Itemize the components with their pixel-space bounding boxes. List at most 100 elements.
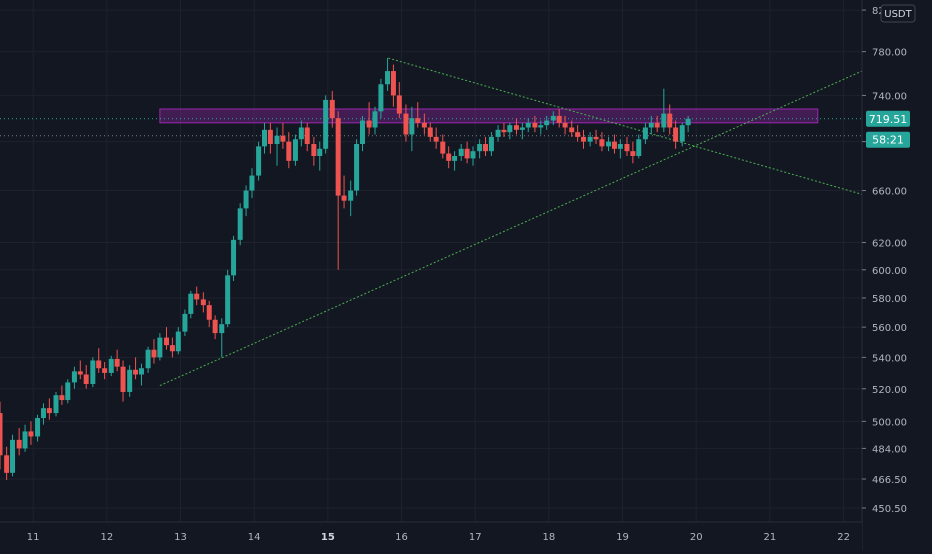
candle-body-46 [280, 135, 286, 142]
candle-body-7 [40, 408, 46, 419]
candle-body-15 [90, 360, 96, 384]
candle-body-72 [440, 141, 446, 154]
candle-body-93 [569, 127, 575, 133]
candle-body-107 [654, 122, 660, 128]
candle-body-74 [452, 156, 458, 161]
trendline-2[interactable] [159, 70, 863, 387]
candle-body-10 [59, 395, 65, 401]
candle-body-99 [606, 141, 612, 147]
candle-body-3 [16, 439, 22, 449]
candle-body-0 [0, 413, 3, 456]
candle-body-102 [624, 144, 630, 152]
y-tick-label-10: 520.00 [872, 385, 907, 396]
x-tick-label-1: 12 [100, 532, 113, 543]
x-tick-label-4: 15 [321, 532, 335, 543]
y-tick-label-1: 780.00 [872, 48, 907, 59]
x-tick-label-11: 22 [837, 532, 850, 543]
candle-body-40 [243, 190, 249, 209]
candle-body-90 [550, 115, 556, 121]
candle-body-67 [409, 118, 415, 135]
candle-body-88 [538, 125, 544, 128]
candle-body-110 [673, 127, 679, 142]
candle-body-34 [206, 305, 212, 320]
candle-body-106 [648, 122, 654, 128]
candle-body-31 [188, 293, 194, 314]
currency-tag-label: USDT [884, 9, 912, 20]
candle-body-27 [164, 337, 170, 346]
candle-body-44 [267, 129, 273, 145]
y-tick-label-13: 466.50 [872, 475, 907, 486]
candle-body-54 [329, 99, 335, 119]
candle-body-112 [685, 118, 691, 126]
candle-body-86 [525, 122, 531, 128]
candle-body-32 [194, 293, 200, 300]
y-tick-label-6: 600.00 [872, 266, 907, 277]
candle-body-58 [354, 144, 360, 191]
candle-body-65 [396, 95, 402, 114]
x-tick-label-10: 21 [764, 532, 777, 543]
candle-body-108 [661, 113, 667, 128]
candle-body-5 [28, 431, 34, 437]
candle-body-18 [108, 358, 114, 373]
x-tick-label-3: 14 [248, 532, 261, 543]
y-tick-label-4: 660.00 [872, 187, 907, 198]
candle-body-81 [495, 129, 501, 137]
candle-body-23 [138, 368, 144, 375]
y-tick-label-12: 484.00 [872, 444, 907, 455]
candle-body-105 [642, 127, 648, 140]
candle-body-53 [323, 99, 329, 149]
candle-body-16 [96, 360, 102, 369]
current-price-label: 719.51 [869, 113, 908, 126]
candle-body-89 [544, 120, 550, 126]
candle-body-75 [458, 148, 464, 157]
candle-body-38 [231, 239, 237, 276]
candle-body-35 [212, 319, 218, 334]
x-tick-label-8: 19 [616, 532, 629, 543]
candle-body-25 [151, 349, 157, 358]
candle-body-66 [403, 113, 409, 135]
x-tick-label-9: 20 [690, 532, 703, 543]
time-axis[interactable] [0, 522, 862, 550]
y-tick-label-5: 620.00 [872, 239, 907, 250]
candle-body-98 [599, 139, 605, 147]
candle-body-20 [120, 366, 126, 392]
price-axis[interactable] [862, 0, 932, 550]
candle-body-48 [292, 139, 298, 161]
candle-body-33 [200, 299, 206, 306]
y-tick-label-7: 580.00 [872, 294, 907, 305]
candle-body-36 [219, 324, 225, 334]
candle-body-37 [225, 275, 231, 325]
resistance-zone-rectangle[interactable] [159, 108, 819, 124]
candle-body-6 [35, 418, 41, 437]
candle-body-95 [581, 136, 587, 142]
candle-body-50 [304, 127, 310, 145]
candle-body-29 [175, 331, 181, 352]
candle-body-68 [415, 118, 421, 123]
candle-body-11 [65, 382, 71, 401]
candle-body-22 [133, 369, 139, 375]
candle-body-39 [237, 208, 243, 240]
candle-body-19 [114, 358, 120, 367]
y-tick-label-14: 450.50 [872, 504, 907, 515]
candle-body-64 [390, 71, 396, 96]
candle-body-42 [256, 146, 262, 176]
candle-body-43 [261, 129, 267, 147]
candle-body-26 [157, 337, 163, 358]
candle-body-84 [513, 125, 519, 130]
candle-body-69 [421, 122, 427, 128]
candle-body-21 [127, 369, 133, 392]
candle-body-83 [507, 125, 513, 133]
candle-body-55 [335, 118, 341, 196]
trendline-1[interactable] [388, 57, 863, 195]
candle-body-76 [464, 148, 470, 159]
currency-tag[interactable]: USDT [880, 4, 916, 23]
candle-body-30 [182, 313, 188, 332]
candle-body-82 [501, 129, 507, 133]
candle-body-85 [519, 127, 525, 130]
candle-body-101 [617, 144, 623, 149]
annotations[interactable] [0, 57, 863, 387]
candle-body-87 [532, 122, 538, 128]
